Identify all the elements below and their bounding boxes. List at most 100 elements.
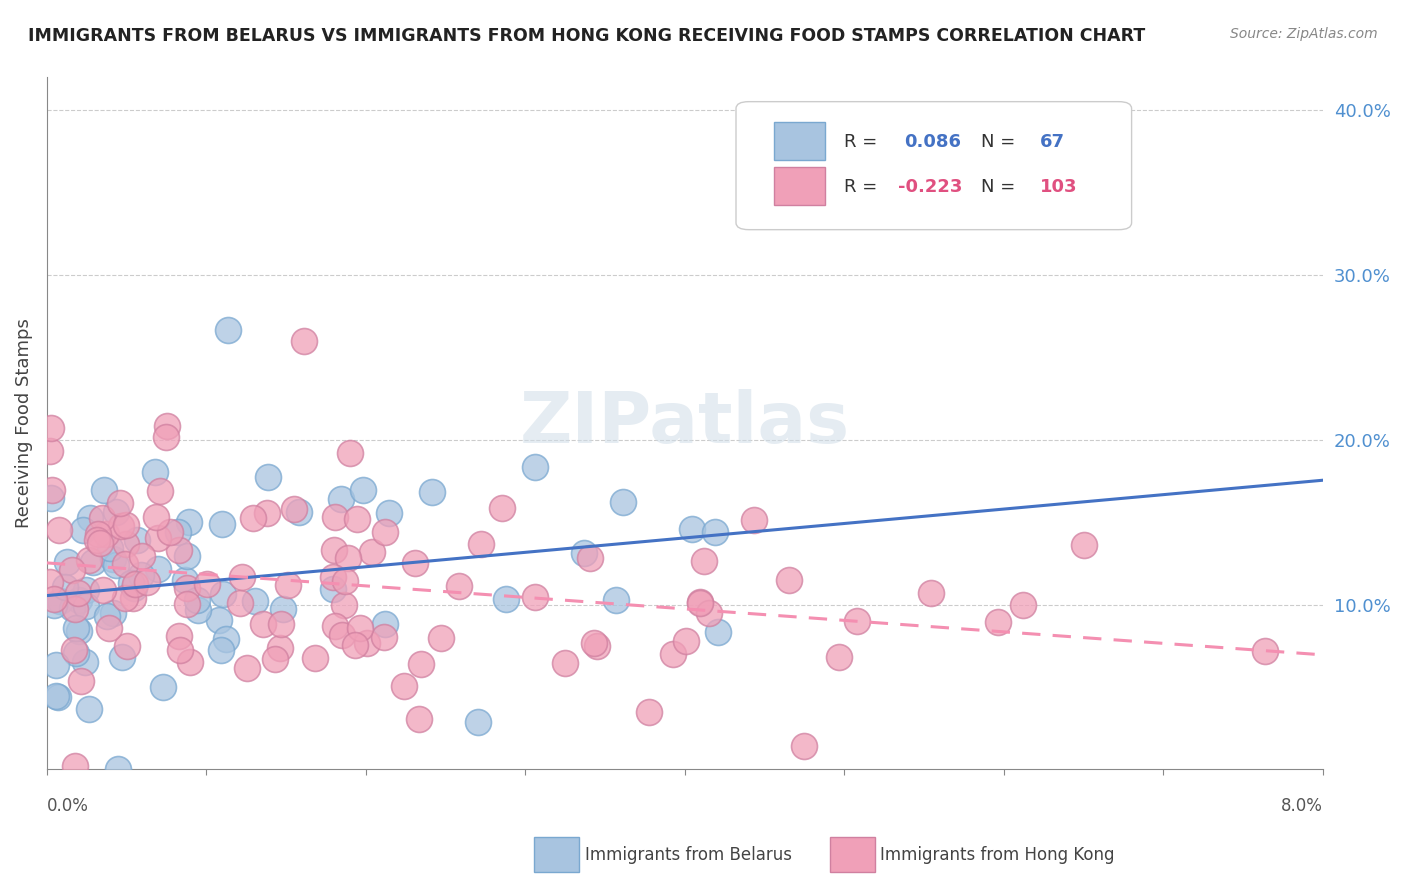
Point xyxy=(337,551,360,566)
Point xyxy=(136,575,159,590)
Point xyxy=(45,658,67,673)
Point xyxy=(356,636,378,650)
Point xyxy=(124,577,146,591)
Point xyxy=(292,334,315,348)
Point xyxy=(270,616,292,631)
Point xyxy=(430,631,453,645)
Point xyxy=(330,492,353,507)
Point xyxy=(145,510,167,524)
Point xyxy=(243,594,266,608)
Point xyxy=(41,483,63,498)
Point xyxy=(96,609,118,624)
Point xyxy=(143,465,166,479)
Point xyxy=(179,656,201,670)
Point xyxy=(149,484,172,499)
Point xyxy=(86,526,108,541)
Point xyxy=(283,501,305,516)
Point xyxy=(323,542,346,557)
Point xyxy=(114,591,136,605)
Point xyxy=(72,523,94,537)
Point xyxy=(572,546,595,560)
Text: Immigrants from Belarus: Immigrants from Belarus xyxy=(585,846,792,863)
FancyBboxPatch shape xyxy=(735,102,1132,229)
Point xyxy=(394,679,416,693)
Point xyxy=(605,592,627,607)
Text: Immigrants from Hong Kong: Immigrants from Hong Kong xyxy=(880,846,1115,863)
Point xyxy=(131,549,153,564)
Point xyxy=(304,651,326,665)
Point xyxy=(236,660,259,674)
Point xyxy=(174,573,197,587)
Point xyxy=(179,516,201,530)
Text: R =: R = xyxy=(845,133,877,151)
Point xyxy=(67,593,90,607)
Point xyxy=(1073,538,1095,552)
Point xyxy=(55,555,77,569)
Point xyxy=(256,470,278,484)
Point xyxy=(65,646,87,660)
Point xyxy=(323,510,346,524)
Point xyxy=(495,591,517,606)
Point xyxy=(91,582,114,597)
Point xyxy=(176,581,198,595)
Point xyxy=(491,501,513,516)
Text: 67: 67 xyxy=(1039,133,1064,151)
Point xyxy=(675,634,697,648)
Point xyxy=(322,582,344,597)
Point xyxy=(269,640,291,655)
Point xyxy=(229,597,252,611)
Point xyxy=(343,638,366,652)
Point xyxy=(66,586,89,600)
Point xyxy=(374,524,396,539)
Point xyxy=(242,511,264,525)
Point xyxy=(408,712,430,726)
Point xyxy=(349,621,371,635)
Point xyxy=(409,657,432,671)
Point xyxy=(208,613,231,627)
Point xyxy=(42,598,65,612)
Point xyxy=(1012,598,1035,612)
Point xyxy=(271,602,294,616)
Point xyxy=(612,495,634,509)
Point xyxy=(53,580,76,594)
Point xyxy=(101,551,124,566)
Point xyxy=(96,526,118,541)
Y-axis label: Receiving Food Stamps: Receiving Food Stamps xyxy=(15,318,32,528)
Point xyxy=(107,762,129,776)
Text: 0.086: 0.086 xyxy=(904,133,962,151)
Point xyxy=(46,690,69,705)
Point xyxy=(176,549,198,563)
Point xyxy=(115,518,138,533)
Text: N =: N = xyxy=(981,178,1015,195)
Point xyxy=(146,531,169,545)
Text: N =: N = xyxy=(981,133,1015,151)
Point xyxy=(778,573,800,587)
Point xyxy=(120,575,142,590)
Point xyxy=(110,519,132,533)
Point xyxy=(60,563,83,577)
Point xyxy=(420,485,443,500)
Text: 0.0%: 0.0% xyxy=(46,797,89,815)
Point xyxy=(1254,644,1277,658)
Point xyxy=(39,575,62,590)
Point xyxy=(793,739,815,753)
Point xyxy=(65,621,87,635)
Point xyxy=(374,617,396,632)
Point xyxy=(373,631,395,645)
Point xyxy=(70,673,93,688)
Point xyxy=(582,636,605,650)
Point xyxy=(217,323,239,337)
Point xyxy=(333,574,356,589)
Point xyxy=(79,552,101,566)
Point xyxy=(586,639,609,653)
Point xyxy=(169,642,191,657)
Point xyxy=(638,705,661,719)
Point xyxy=(693,554,716,568)
Point xyxy=(467,715,489,730)
Point xyxy=(704,524,727,539)
Point xyxy=(845,614,868,628)
Point xyxy=(156,419,179,434)
Point xyxy=(579,550,602,565)
Point xyxy=(523,459,546,474)
Text: 8.0%: 8.0% xyxy=(1281,797,1323,815)
